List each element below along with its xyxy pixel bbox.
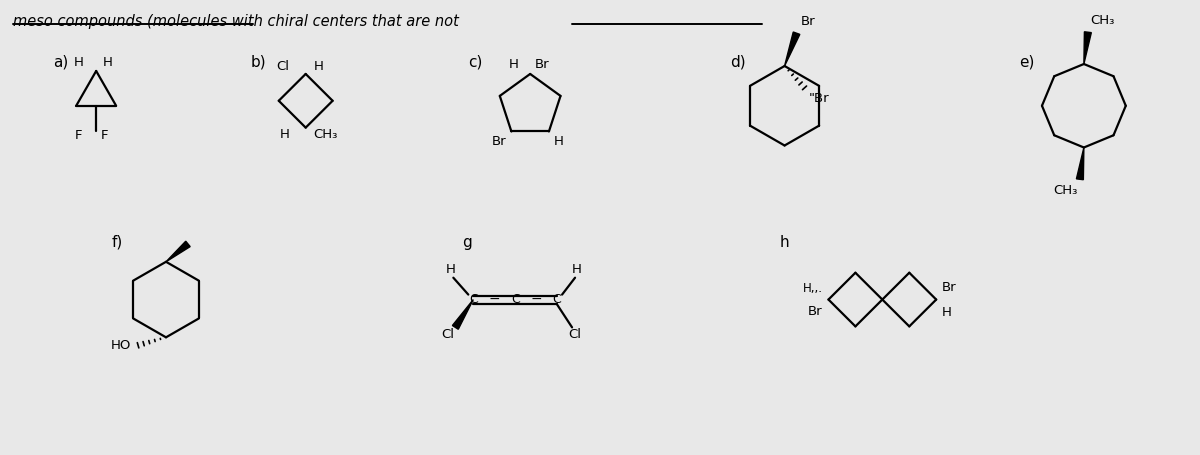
Text: Cl: Cl bbox=[277, 61, 289, 74]
Text: =: = bbox=[488, 292, 500, 306]
Text: CH₃: CH₃ bbox=[1090, 14, 1115, 27]
Text: H: H bbox=[313, 61, 324, 74]
Text: CH₃: CH₃ bbox=[1054, 184, 1078, 197]
Text: CH₃: CH₃ bbox=[313, 128, 338, 141]
Text: C: C bbox=[553, 293, 562, 306]
Text: H: H bbox=[445, 263, 455, 276]
Text: H: H bbox=[73, 56, 83, 69]
Text: d): d) bbox=[730, 54, 745, 69]
Text: b): b) bbox=[251, 54, 266, 69]
Text: F: F bbox=[101, 129, 109, 142]
Polygon shape bbox=[1084, 32, 1091, 64]
Polygon shape bbox=[452, 299, 473, 329]
Text: H: H bbox=[509, 59, 518, 71]
Text: Cl: Cl bbox=[440, 328, 454, 341]
Text: h: h bbox=[780, 235, 790, 250]
Text: Br: Br bbox=[492, 135, 506, 148]
Text: c): c) bbox=[468, 54, 482, 69]
Text: meso compounds (molecules with chiral centers that are not: meso compounds (molecules with chiral ce… bbox=[13, 14, 460, 29]
Text: "Br: "Br bbox=[809, 92, 829, 105]
Text: H: H bbox=[280, 128, 289, 141]
Text: Br: Br bbox=[535, 59, 550, 71]
Text: H: H bbox=[554, 135, 564, 148]
Text: a): a) bbox=[53, 54, 68, 69]
Text: Br: Br bbox=[800, 15, 815, 28]
Text: e): e) bbox=[1019, 54, 1034, 69]
Polygon shape bbox=[785, 32, 800, 66]
Text: H: H bbox=[942, 305, 952, 318]
Text: H: H bbox=[103, 56, 113, 69]
Text: g: g bbox=[462, 235, 472, 250]
Text: H: H bbox=[572, 263, 582, 276]
Text: C: C bbox=[469, 293, 478, 306]
Text: =: = bbox=[530, 292, 542, 306]
Text: f): f) bbox=[112, 235, 122, 250]
Polygon shape bbox=[166, 241, 190, 262]
Text: H,,.: H,,. bbox=[803, 282, 822, 294]
Text: Br: Br bbox=[942, 281, 956, 293]
Text: Cl: Cl bbox=[569, 328, 582, 341]
Text: C: C bbox=[511, 293, 520, 306]
Text: F: F bbox=[74, 129, 83, 142]
Text: Br: Br bbox=[808, 304, 822, 318]
Polygon shape bbox=[1076, 147, 1084, 180]
Text: HO: HO bbox=[110, 339, 131, 352]
